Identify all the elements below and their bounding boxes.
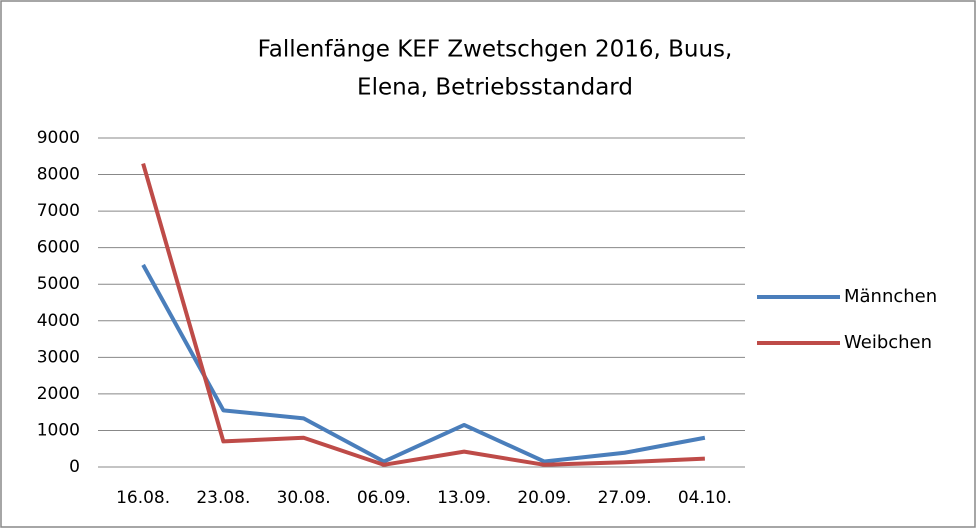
x-tick-label: 13.09.	[437, 488, 491, 508]
y-tick-label: 4000	[37, 311, 80, 331]
y-tick-label: 8000	[37, 165, 80, 185]
x-tick-label: 27.09.	[598, 488, 652, 508]
x-tick-label: 23.08.	[196, 488, 250, 508]
y-tick-label: 0	[69, 457, 80, 477]
y-tick-label: 6000	[37, 238, 80, 258]
series-line	[141, 163, 705, 467]
x-tick-label: 06.09.	[357, 488, 411, 508]
series-line	[141, 263, 706, 464]
legend-label: Männchen	[844, 286, 937, 307]
y-tick-label: 3000	[37, 347, 80, 367]
chart-title: Elena, Betriebsstandard	[357, 75, 633, 101]
chart-title: Fallenfänge KEF Zwetschgen 2016, Buus,	[258, 37, 733, 63]
x-tick-label: 30.08.	[277, 488, 331, 508]
x-tick-label: 20.09.	[517, 488, 571, 508]
y-tick-label: 9000	[37, 128, 80, 148]
y-tick-label: 5000	[37, 274, 80, 294]
x-tick-label: 16.08.	[116, 488, 170, 508]
x-tick-label: 04.10.	[678, 488, 732, 508]
legend-label: Weibchen	[844, 332, 932, 353]
y-tick-label: 1000	[37, 420, 80, 440]
y-tick-label: 7000	[37, 201, 80, 221]
y-tick-label: 2000	[37, 384, 80, 404]
